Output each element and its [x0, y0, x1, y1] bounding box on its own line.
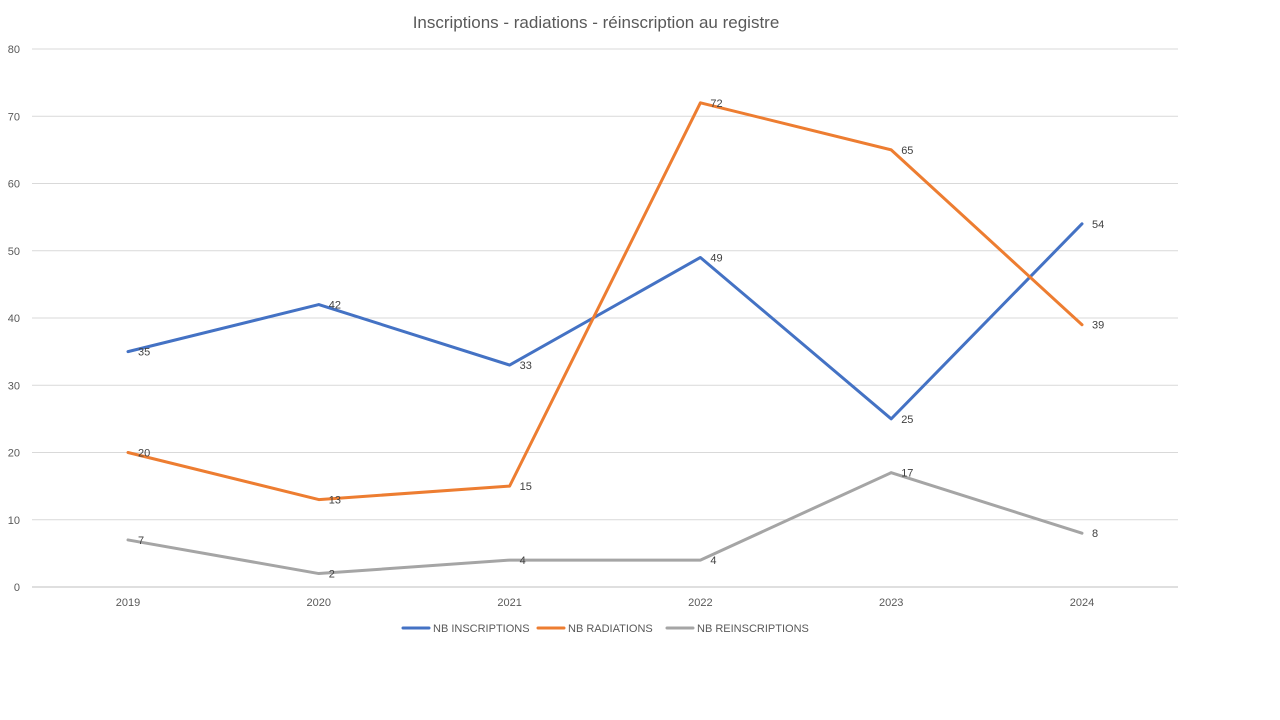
data-label: 4	[710, 555, 716, 567]
y-tick-label: 50	[8, 246, 20, 258]
y-tick-label: 0	[14, 582, 20, 594]
legend: NB INSCRIPTIONS NB RADIATIONS NB REINSCRIP…	[401, 623, 809, 635]
data-label: 72	[710, 98, 722, 110]
gridlines	[32, 48, 1178, 588]
y-tick-label: 60	[8, 179, 20, 191]
x-tick-label: 2019	[116, 597, 140, 609]
data-label: 42	[329, 300, 341, 312]
legend-label: NB RADIATIONS	[568, 623, 653, 635]
y-tick-label: 20	[8, 448, 20, 460]
data-label: 4	[520, 555, 526, 567]
legend-label: NB INSCRIPTIONS	[433, 623, 530, 635]
data-label: 8	[1092, 528, 1098, 540]
data-label: 13	[329, 495, 341, 507]
data-label: 33	[520, 360, 532, 372]
y-tick-label: 80	[8, 44, 20, 56]
y-axis-ticks: 0 10 20 30 40 50 60 70 80	[8, 44, 20, 594]
x-axis-ticks: 2019 2020 2021 2022 2023 2024	[116, 597, 1094, 609]
y-tick-label: 30	[8, 380, 20, 392]
x-tick-label: 2020	[307, 597, 331, 609]
y-tick-label: 70	[8, 111, 20, 123]
x-tick-label: 2021	[497, 597, 521, 609]
series-line-2	[126, 101, 1084, 502]
series-line-1	[126, 222, 1084, 421]
x-tick-label: 2022	[688, 597, 712, 609]
legend-label: NB REINSCRIPTIONS	[697, 623, 809, 635]
y-tick-label: 10	[8, 515, 20, 527]
chart-title: Inscriptions - radiations - réinscriptio…	[413, 13, 780, 32]
data-label: 20	[138, 448, 150, 460]
x-tick-label: 2024	[1070, 597, 1094, 609]
data-label: 17	[901, 468, 913, 480]
data-label: 49	[710, 252, 722, 264]
data-label: 7	[138, 535, 144, 547]
data-label: 54	[1092, 219, 1104, 231]
x-tick-label: 2023	[879, 597, 903, 609]
data-label: 65	[901, 145, 913, 157]
series-lines	[126, 101, 1084, 576]
data-label: 39	[1092, 320, 1104, 332]
series-line-3	[126, 471, 1084, 576]
data-label: 15	[520, 481, 532, 493]
data-label: 35	[138, 347, 150, 359]
y-tick-label: 40	[8, 313, 20, 325]
data-label: 25	[901, 414, 913, 426]
data-label: 2	[329, 569, 335, 581]
